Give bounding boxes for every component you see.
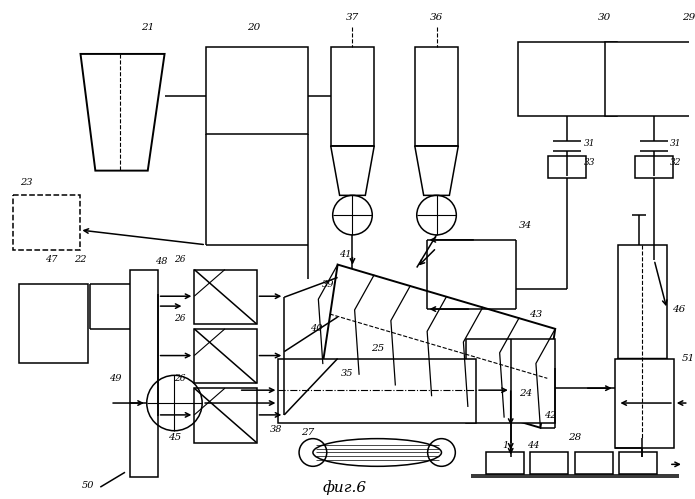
Bar: [619, 453, 657, 474]
Text: 46: 46: [672, 304, 685, 313]
Text: 27: 27: [302, 428, 315, 437]
Text: 26: 26: [174, 255, 185, 264]
Text: 47: 47: [44, 255, 57, 264]
Text: 39: 39: [322, 280, 334, 289]
Bar: [466, 339, 555, 423]
Text: 28: 28: [569, 433, 582, 442]
Bar: [605, 42, 695, 116]
Text: 26: 26: [174, 314, 185, 323]
Text: 45: 45: [167, 433, 181, 442]
Text: 23: 23: [20, 178, 33, 187]
Bar: [415, 47, 458, 146]
Bar: [206, 47, 308, 134]
Text: 1: 1: [502, 441, 509, 450]
Text: 43: 43: [529, 309, 542, 318]
Text: 34: 34: [519, 221, 532, 230]
Text: 48: 48: [156, 257, 168, 266]
Text: 21: 21: [141, 23, 154, 32]
Bar: [614, 358, 674, 448]
Bar: [331, 47, 374, 146]
Text: 26: 26: [174, 374, 185, 383]
Text: 32: 32: [670, 158, 682, 167]
Text: 51: 51: [682, 354, 695, 363]
Text: 20: 20: [247, 23, 260, 32]
Bar: [530, 453, 568, 474]
Text: 40: 40: [310, 324, 322, 333]
Text: 50: 50: [82, 481, 95, 490]
Text: 31: 31: [670, 139, 682, 148]
Bar: [194, 388, 256, 443]
Bar: [518, 42, 616, 116]
Text: 35: 35: [341, 369, 354, 378]
Text: 22: 22: [74, 255, 87, 264]
Text: 31: 31: [584, 139, 596, 148]
Bar: [194, 269, 256, 324]
Text: 49: 49: [109, 374, 122, 383]
Bar: [130, 269, 158, 477]
Text: 38: 38: [270, 425, 283, 434]
Bar: [194, 329, 256, 383]
Text: 30: 30: [598, 13, 612, 22]
Bar: [19, 284, 88, 363]
Text: 24: 24: [519, 389, 532, 398]
Bar: [575, 453, 612, 474]
Text: 29: 29: [682, 13, 695, 22]
Bar: [278, 358, 476, 423]
Text: фиг.6: фиг.6: [322, 480, 367, 495]
Text: 37: 37: [346, 13, 359, 22]
Bar: [618, 245, 667, 358]
Bar: [486, 453, 523, 474]
Text: 33: 33: [584, 158, 596, 167]
Text: 41: 41: [339, 250, 352, 259]
Bar: [13, 195, 79, 250]
Bar: [635, 156, 673, 178]
Text: 42: 42: [544, 411, 557, 420]
Bar: [548, 156, 586, 178]
Text: 25: 25: [370, 344, 384, 353]
Text: 36: 36: [430, 13, 443, 22]
Text: 44: 44: [528, 441, 540, 450]
